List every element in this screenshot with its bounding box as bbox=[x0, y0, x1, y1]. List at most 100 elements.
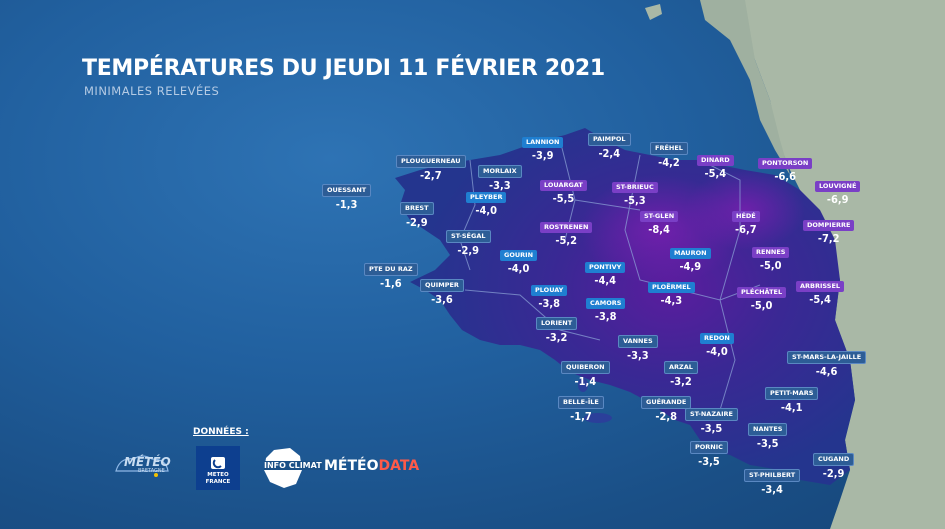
station-value: -2,9 bbox=[822, 467, 845, 480]
station-value: -4,6 bbox=[815, 365, 838, 378]
station-st-glen: ST-GLEN -8,4 bbox=[640, 211, 679, 236]
infoclimat-text: INFO CLIMAT bbox=[264, 461, 322, 470]
station-name: MORLAIX bbox=[478, 165, 522, 178]
station-name: ST-SÉGAL bbox=[446, 230, 491, 243]
meteo-france-text-1: METEO bbox=[207, 472, 229, 478]
station-name: LOUVIGNÉ bbox=[815, 181, 861, 192]
station-st-mars-la-jaille: ST-MARS-LA-JAILLE -4,6 bbox=[787, 351, 867, 378]
station-value: -4,4 bbox=[594, 274, 616, 287]
station-ploermel: PLOËRMEL -4,3 bbox=[648, 282, 695, 307]
meteo-france-text-2: FRANCE bbox=[205, 479, 231, 485]
station-name: LORIENT bbox=[536, 317, 578, 330]
station-name: PONTORSON bbox=[758, 158, 813, 169]
station-value: -1,3 bbox=[335, 198, 358, 211]
station-name: BELLE-ÎLE bbox=[558, 396, 604, 409]
station-value: -3,5 bbox=[698, 455, 720, 468]
station-value: -5,5 bbox=[552, 192, 575, 205]
station-name: HÉDÉ bbox=[732, 211, 760, 222]
station-value: -6,6 bbox=[774, 170, 796, 183]
station-arzal: ARZAL -3,2 bbox=[664, 361, 698, 388]
station-value: -4,0 bbox=[706, 345, 728, 358]
station-value: -3,8 bbox=[538, 297, 561, 310]
station-value: -2,9 bbox=[457, 244, 480, 257]
station-value: -2,4 bbox=[598, 147, 621, 160]
station-gourin: GOURIN -4,0 bbox=[500, 250, 538, 275]
station-name: PLÉCHÂTEL bbox=[737, 287, 787, 298]
station-name: ST-GLEN bbox=[640, 211, 679, 222]
station-morlaix: MORLAIX -3,3 bbox=[478, 165, 522, 192]
station-value: -6,9 bbox=[826, 193, 849, 206]
station-value: -5,2 bbox=[555, 234, 578, 247]
station-name: PETIT-MARS bbox=[765, 387, 819, 400]
station-quimper: QUIMPER -3,6 bbox=[420, 279, 464, 306]
meteo-france-icon bbox=[211, 457, 225, 469]
station-pontorson: PONTORSON -6,6 bbox=[758, 158, 813, 183]
station-name: ST-NAZAIRE bbox=[685, 408, 738, 421]
meteodata-text-b: DATA bbox=[378, 458, 420, 474]
station-paimpol: PAIMPOL -2,4 bbox=[588, 133, 631, 160]
station-arbrissel: ARBRISSEL -5,4 bbox=[796, 281, 845, 306]
station-value: -3,9 bbox=[531, 149, 554, 162]
station-value: -3,2 bbox=[545, 331, 568, 344]
station-nantes: NANTES -3,5 bbox=[748, 423, 788, 450]
station-name: CAMORS bbox=[586, 298, 626, 309]
station-frehel: FRÉHEL -4,2 bbox=[650, 142, 688, 169]
station-name: PTE DU RAZ bbox=[364, 263, 418, 276]
station-value: -4,2 bbox=[658, 156, 680, 169]
station-value: -3,3 bbox=[488, 179, 511, 192]
station-dompierre: DOMPIERRE -7,2 bbox=[803, 220, 855, 245]
station-value: -3,3 bbox=[626, 349, 649, 362]
station-quiberon: QUIBERON -1,4 bbox=[561, 361, 610, 388]
station-rostrenen: ROSTRENEN -5,2 bbox=[540, 222, 593, 247]
meteo-bretagne-text: MÉTÉO bbox=[124, 455, 171, 469]
station-name: NANTES bbox=[748, 423, 788, 436]
station-value: -4,0 bbox=[507, 262, 530, 275]
station-guerande: GUÉRANDE -2,8 bbox=[641, 396, 692, 423]
station-plouay: PLOUAY -3,8 bbox=[531, 285, 568, 310]
station-name: MAURON bbox=[670, 248, 711, 259]
station-name: ROSTRENEN bbox=[540, 222, 593, 233]
station-value: -4,1 bbox=[780, 401, 803, 414]
station-name: PLEYBER bbox=[466, 192, 507, 203]
station-value: -4,0 bbox=[475, 204, 498, 217]
page-title: TEMPÉRATURES DU JEUDI 11 FÉVRIER 2021 bbox=[82, 56, 605, 81]
station-value: -3,2 bbox=[670, 375, 692, 388]
station-name: OUESSANT bbox=[322, 184, 372, 197]
station-brest: BREST -2,9 bbox=[400, 202, 434, 229]
station-name: BREST bbox=[400, 202, 434, 215]
station-st-segal: ST-SÉGAL -2,9 bbox=[446, 230, 491, 257]
station-name: DINARD bbox=[697, 155, 734, 166]
station-value: -6,7 bbox=[735, 223, 757, 236]
station-name: PORNIC bbox=[690, 441, 728, 454]
station-plechatel: PLÉCHÂTEL -5,0 bbox=[737, 287, 787, 312]
infoclimat-logo: INFO CLIMAT bbox=[256, 446, 322, 490]
station-value: -5,0 bbox=[750, 299, 773, 312]
meteodata-logo: MÉTÉODATA bbox=[324, 458, 419, 474]
station-ouessant: OUESSANT -1,3 bbox=[322, 184, 372, 211]
station-hede: HÉDÉ -6,7 bbox=[732, 211, 760, 236]
normandy-coast bbox=[700, 0, 790, 175]
station-value: -1,6 bbox=[379, 277, 402, 290]
station-camors: CAMORS -3,8 bbox=[586, 298, 626, 323]
station-louargat: LOUARGAT -5,5 bbox=[540, 180, 587, 205]
station-name: ARBRISSEL bbox=[796, 281, 845, 292]
station-name: PAIMPOL bbox=[588, 133, 631, 146]
station-dinard: DINARD -5,4 bbox=[697, 155, 734, 180]
station-name: ST-BRIEUC bbox=[612, 182, 658, 193]
station-petit-mars: PETIT-MARS -4,1 bbox=[765, 387, 819, 414]
sources-label: DONNÉES : bbox=[193, 427, 249, 437]
station-value: -3,4 bbox=[761, 483, 783, 496]
station-name: QUIMPER bbox=[420, 279, 464, 292]
meteo-bretagne-subtext: BRETAGNE bbox=[138, 468, 165, 474]
meteo-bretagne-icon bbox=[115, 455, 169, 477]
station-value: -7,2 bbox=[817, 232, 840, 245]
station-name: PONTIVY bbox=[585, 262, 626, 273]
station-value: -3,5 bbox=[700, 422, 723, 435]
station-name: PLOUAY bbox=[531, 285, 568, 296]
station-value: -3,5 bbox=[756, 437, 779, 450]
meteo-france-logo: METEO FRANCE bbox=[196, 446, 240, 490]
station-value: -1,4 bbox=[574, 375, 597, 388]
station-value: -3,6 bbox=[431, 293, 453, 306]
station-louvigne: LOUVIGNÉ -6,9 bbox=[815, 181, 861, 206]
